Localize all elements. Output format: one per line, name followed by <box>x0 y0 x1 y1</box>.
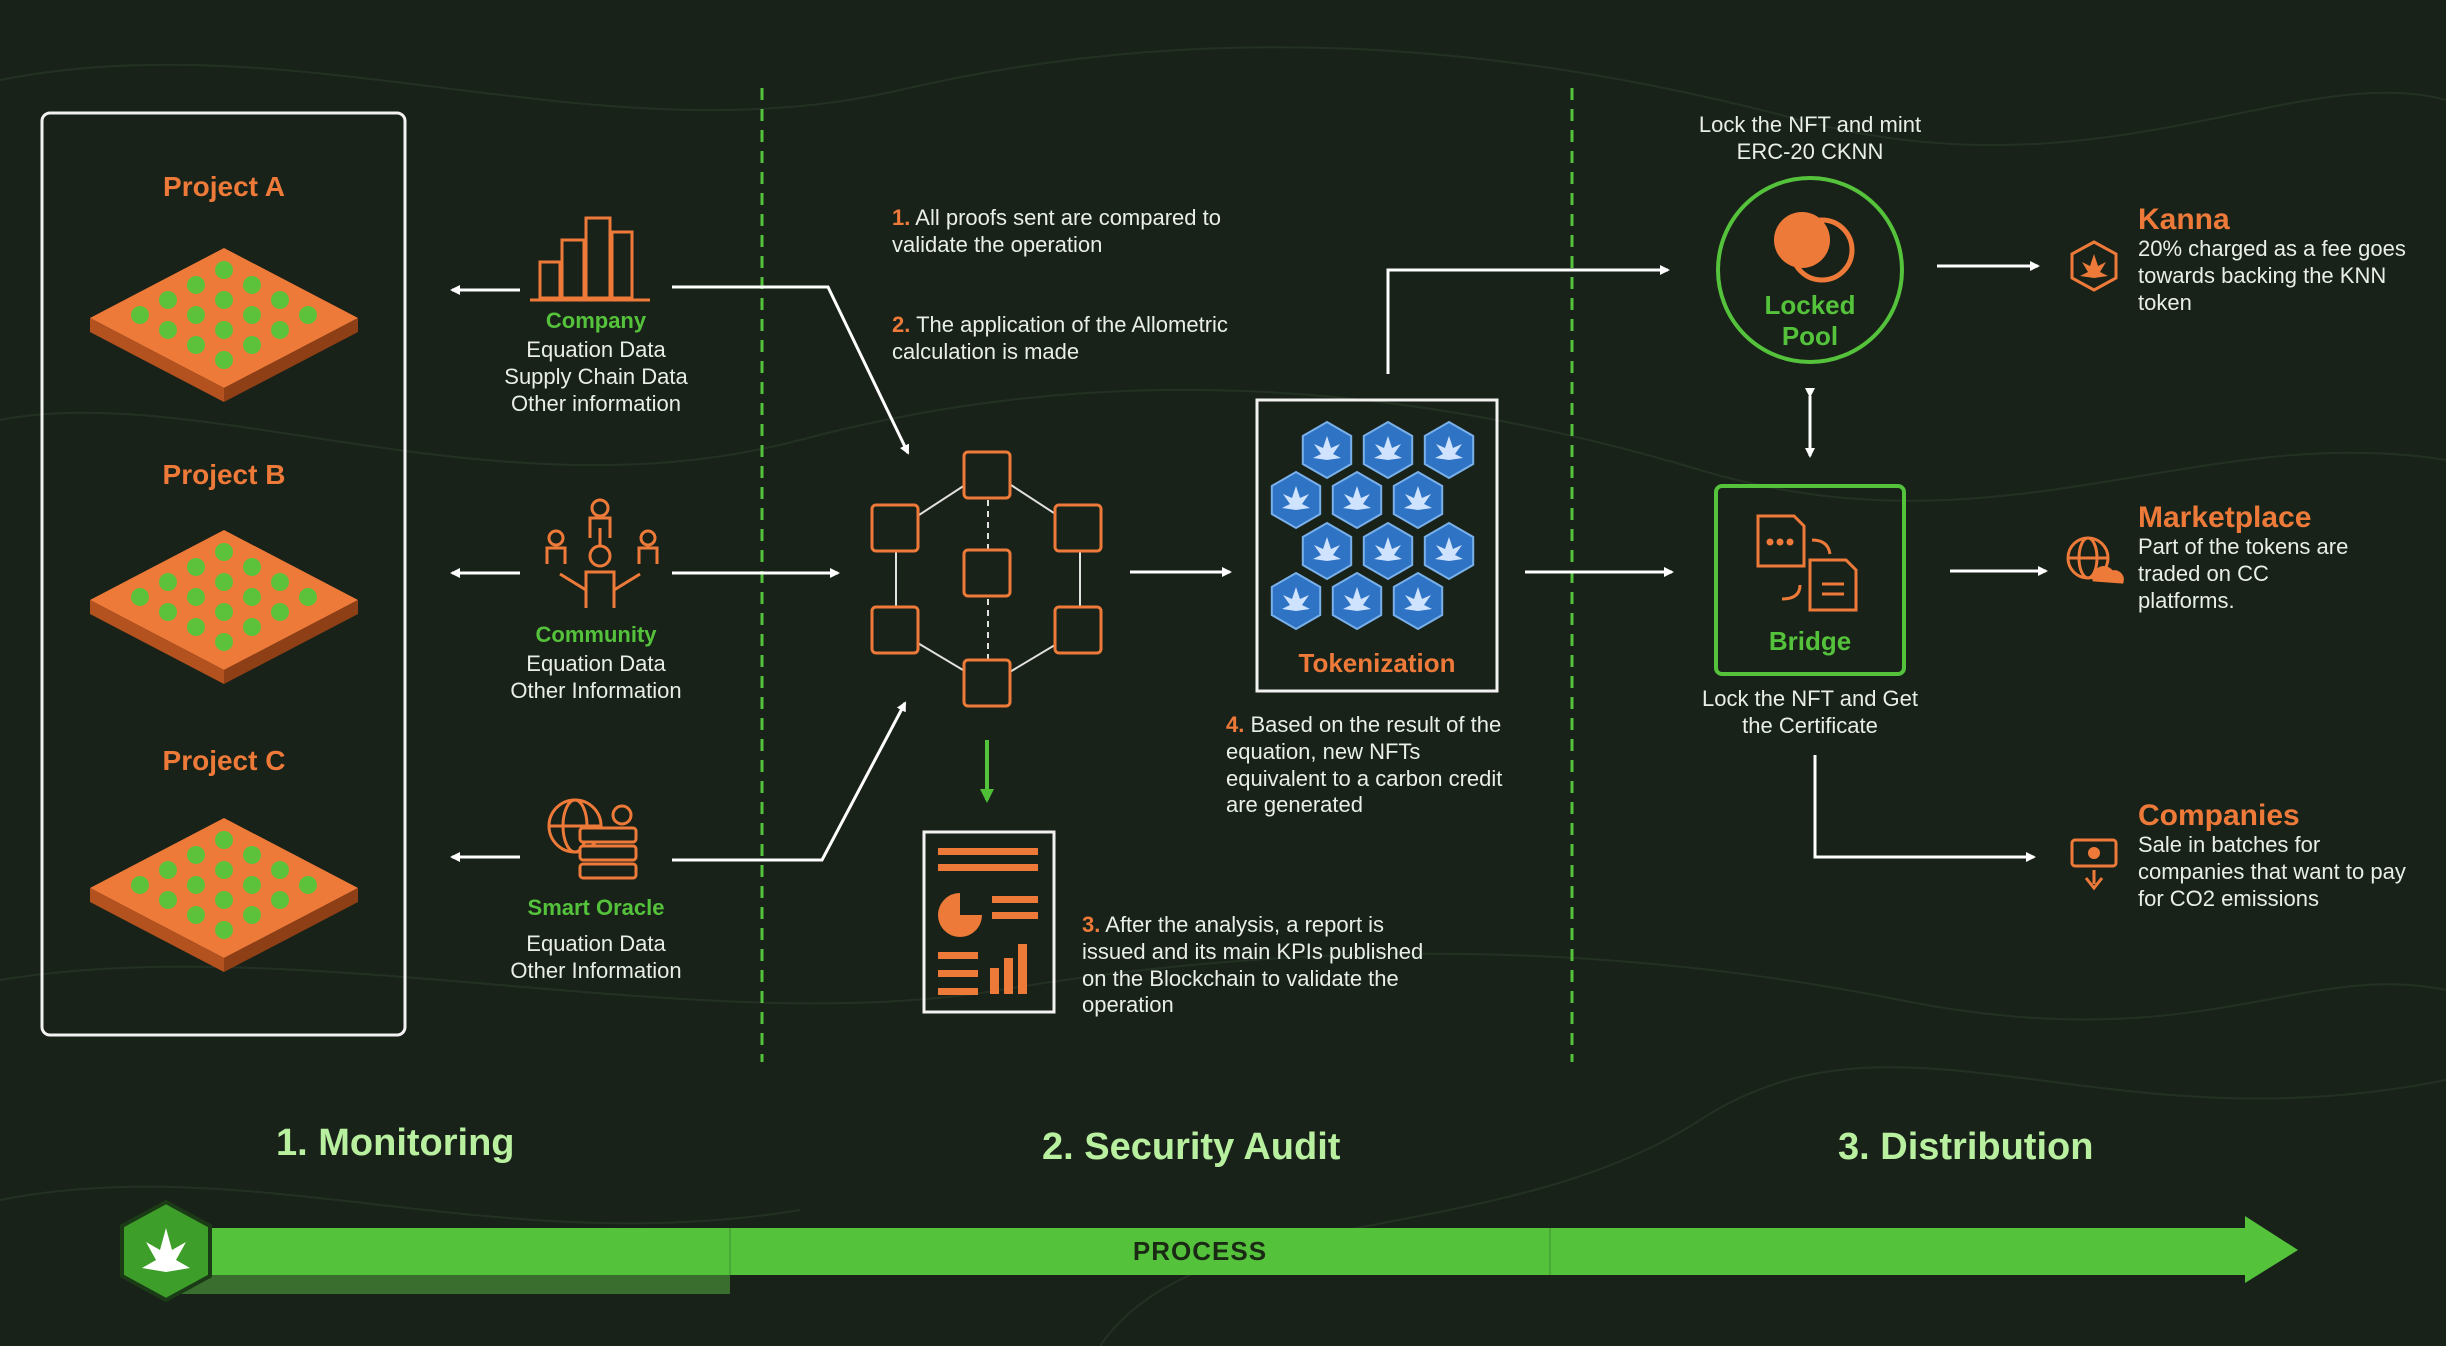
cannabis-leaf-icon <box>1435 436 1463 460</box>
locked-pool-label-1: Locked <box>1764 290 1856 320</box>
cannabis-leaf-icon <box>1435 537 1463 561</box>
source-company-info-3: Other information <box>511 391 681 416</box>
step-text: All proofs sent are compared to validate… <box>892 205 1221 257</box>
bridge-caption: Lock the NFT and Get the Certificate <box>1701 686 1919 738</box>
destination-companies-title: Companies <box>2138 799 2300 832</box>
lock-refresh-icon <box>1774 212 1855 283</box>
audit-step-4: 4. Based on the result of the equation, … <box>1226 712 1526 819</box>
cannabis-leaf-icon <box>1282 486 1310 510</box>
destination-marketplace-title: Marketplace <box>2138 501 2312 534</box>
locked-pool-label-2: Pool <box>1781 321 1839 351</box>
destination-kanna-desc: 20% charged as a fee goes towards backin… <box>2138 236 2406 315</box>
cannabis-leaf-icon <box>1313 436 1341 460</box>
bridge-label: Bridge <box>1768 626 1852 656</box>
process-label: PROCESS <box>1132 1236 1268 1266</box>
bridge-box <box>1714 484 1906 676</box>
source-community-title: Community <box>535 622 657 647</box>
cannabis-leaf-icon <box>1313 537 1341 561</box>
destination-kanna-title: Kanna <box>2138 203 2230 236</box>
cannabis-leaf-icon <box>1343 587 1371 611</box>
tokenization-label: Tokenization <box>1298 648 1456 678</box>
project-b-label: Project B <box>162 459 286 490</box>
step-number: 4. <box>1226 712 1245 737</box>
money-bill-arrow-icon <box>2070 838 2118 891</box>
source-company-info-1: Equation Data <box>526 337 666 362</box>
step-number: 3. <box>1082 912 1101 937</box>
nft-hex-grid <box>1270 420 1475 631</box>
step-text: The application of the Allometric calcul… <box>892 312 1228 364</box>
source-oracle-info-2: Other Information <box>510 958 682 983</box>
report-document-icon <box>922 830 1056 1014</box>
destination-marketplace-desc: Part of the tokens are traded on CC plat… <box>2138 534 2349 613</box>
source-oracle-title: Smart Oracle <box>527 895 665 920</box>
globe-cloud-icon <box>2066 536 2124 584</box>
audit-step-3: 3. After the analysis, a report is issue… <box>1082 912 1442 1019</box>
kanna-leaf-hex-icon <box>2070 240 2118 292</box>
cannabis-leaf-icon <box>1374 436 1402 460</box>
source-company-title: Company <box>545 308 647 333</box>
blockchain-network-icon <box>870 450 1103 708</box>
tokenization-box <box>1255 398 1499 693</box>
phase-security-audit-label: 2. Security Audit <box>1042 1126 1341 1168</box>
cannabis-leaf-icon <box>1404 486 1432 510</box>
process-arrow <box>150 1216 2298 1294</box>
step-number: 2. <box>892 312 911 337</box>
document-exchange-icon <box>1756 514 1858 612</box>
project-c-label: Project C <box>162 745 286 776</box>
farm-field-icon <box>90 530 358 684</box>
locked-pool-circle <box>1716 176 1904 364</box>
farm-field-icon <box>90 248 358 402</box>
step-number: 1. <box>892 205 911 230</box>
source-oracle-info-1: Equation Data <box>526 931 666 956</box>
farm-field-icon <box>90 818 358 972</box>
connector-arrows <box>450 261 2048 862</box>
step-text: After the analysis, a report is issued a… <box>1082 912 1424 1018</box>
source-community-info-2: Other Information <box>510 678 682 703</box>
city-buildings-icon <box>530 216 650 302</box>
community-people-icon <box>545 498 659 608</box>
globe-server-gear-icon <box>547 798 638 880</box>
projects-panel <box>40 111 407 1037</box>
audit-step-1: 1. All proofs sent are compared to valid… <box>892 205 1292 259</box>
project-a-label: Project A <box>163 171 285 202</box>
phase-distribution-label: 3. Distribution <box>1838 1126 2094 1168</box>
kanna-hex-logo <box>120 1199 212 1303</box>
cannabis-leaf-icon <box>1343 486 1371 510</box>
cannabis-leaf-icon <box>1404 587 1432 611</box>
cannabis-leaf-icon <box>1282 587 1310 611</box>
lock-mint-text: Lock the NFT and mint ERC-20 CKNN <box>1698 112 1922 164</box>
phase-monitoring-label: 1. Monitoring <box>276 1122 515 1164</box>
destination-companies-desc: Sale in batches for companies that want … <box>2138 832 2406 911</box>
step-text: Based on the result of the equation, new… <box>1226 712 1503 818</box>
source-company-info-2: Supply Chain Data <box>504 364 688 389</box>
cannabis-leaf-icon <box>1374 537 1402 561</box>
source-community-info-1: Equation Data <box>526 651 666 676</box>
audit-step-2: 2. The application of the Allometric cal… <box>892 312 1312 366</box>
